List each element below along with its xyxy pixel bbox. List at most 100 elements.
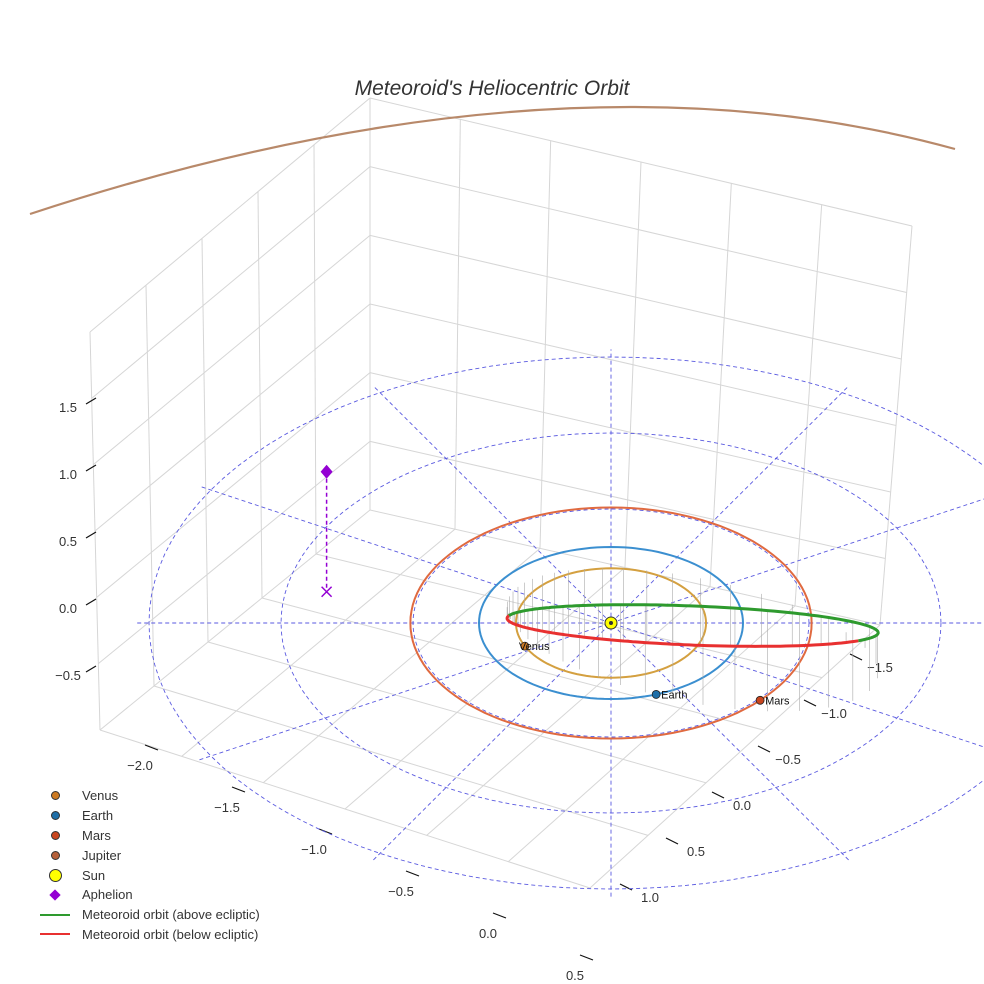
z-tick-mark bbox=[85, 397, 97, 405]
legend-marker bbox=[40, 913, 70, 916]
earth-orbit bbox=[477, 545, 745, 701]
x-tick-label: −1.5 bbox=[214, 800, 240, 815]
grid-line bbox=[94, 303, 371, 532]
y-tick-label: 1.0 bbox=[641, 890, 659, 905]
legend-item: Venus bbox=[38, 786, 260, 806]
meteoroid-orbit-above bbox=[507, 603, 880, 643]
legend-swatch bbox=[38, 850, 72, 860]
mars-label: Mars bbox=[765, 695, 790, 707]
x-tick-label: −0.5 bbox=[388, 884, 414, 899]
markers: Venus Earth Mars bbox=[320, 464, 790, 707]
legend-label: Mars bbox=[82, 827, 111, 843]
legend-item: Meteoroid orbit (below ecliptic) bbox=[38, 925, 260, 945]
grid-line bbox=[315, 553, 823, 679]
aphelion-projection-marker bbox=[321, 586, 333, 598]
y-tick-label: −1.5 bbox=[867, 660, 893, 675]
grid-line bbox=[589, 624, 881, 889]
planet-orbits bbox=[29, 105, 956, 740]
aphelion-marker bbox=[320, 464, 333, 479]
jupiter-orbit bbox=[29, 105, 956, 216]
grid-line bbox=[624, 161, 642, 568]
z-tick-label: 0.0 bbox=[59, 601, 77, 616]
x-tick-label: −2.0 bbox=[127, 758, 153, 773]
legend-item: Meteoroid orbit (above ecliptic) bbox=[38, 905, 260, 925]
grid-line bbox=[91, 166, 371, 399]
meteoroid-orbit-below bbox=[505, 614, 859, 648]
y-tick-label: −1.0 bbox=[821, 706, 847, 721]
y-tick-label: 0.0 bbox=[733, 798, 751, 813]
grid-line bbox=[96, 372, 371, 598]
legend-label: Aphelion bbox=[82, 887, 133, 903]
grid-line bbox=[794, 204, 823, 606]
legend-marker bbox=[50, 850, 60, 860]
meteoroid-orbit bbox=[505, 568, 880, 712]
earth-label: Earth bbox=[661, 689, 687, 701]
y-tick-mark bbox=[849, 653, 863, 661]
axis-ticks: −2.0 −1.5 −1.0 −0.5 0.0 0.5 −1.5 −1.0 −0.5 0.0 0.5… bbox=[55, 397, 893, 983]
grid-line bbox=[426, 586, 711, 836]
y-tick-mark bbox=[757, 745, 771, 753]
legend-swatch bbox=[38, 868, 72, 882]
grid-line bbox=[98, 440, 371, 665]
venus-orbit bbox=[514, 567, 708, 679]
mars-orbit bbox=[409, 506, 813, 740]
x-tick-mark bbox=[231, 786, 246, 793]
x-tick-label: 0.0 bbox=[479, 926, 497, 941]
z-tick-label: −0.5 bbox=[55, 668, 81, 683]
y-tick-mark bbox=[711, 791, 725, 799]
x-tick-label: −1.0 bbox=[301, 842, 327, 857]
y-tick-label: 0.5 bbox=[687, 844, 705, 859]
x-tick-mark bbox=[318, 828, 333, 835]
legend-swatch bbox=[38, 933, 72, 936]
legend-marker bbox=[49, 889, 61, 901]
z-tick-label: 0.5 bbox=[59, 534, 77, 549]
legend-item: Mars bbox=[38, 826, 260, 846]
legend-swatch bbox=[38, 913, 72, 916]
x-tick-mark bbox=[492, 912, 507, 919]
grid-line bbox=[181, 528, 456, 757]
chart-title: Meteoroid's Heliocentric Orbit bbox=[355, 77, 631, 100]
z-tick-label: 1.0 bbox=[59, 467, 77, 482]
x-tick-label: 0.5 bbox=[566, 968, 584, 983]
legend-swatch bbox=[38, 889, 72, 901]
z-tick-mark bbox=[85, 531, 97, 539]
grid-line bbox=[261, 597, 765, 731]
grid-line bbox=[153, 685, 649, 836]
y-tick-mark bbox=[803, 699, 817, 707]
venus-marker bbox=[520, 641, 530, 651]
z-tick-mark bbox=[85, 598, 97, 606]
legend-marker bbox=[50, 811, 60, 821]
earth-marker bbox=[651, 690, 661, 699]
z-tick-mark bbox=[85, 464, 97, 472]
x-tick-mark bbox=[579, 954, 594, 961]
y-tick-label: −0.5 bbox=[775, 752, 801, 767]
grid-line bbox=[207, 641, 707, 784]
sun-center bbox=[609, 621, 613, 625]
legend-label: Venus bbox=[82, 788, 119, 804]
legend-label: Jupiter bbox=[82, 847, 122, 863]
legend-item: Aphelion bbox=[38, 885, 260, 905]
legend-swatch bbox=[38, 791, 72, 801]
legend-label: Meteoroid orbit (below ecliptic) bbox=[82, 926, 259, 942]
reference-spoke bbox=[199, 498, 984, 761]
grid-line bbox=[89, 97, 371, 333]
legend-item: Earth bbox=[38, 806, 260, 826]
legend-marker bbox=[48, 868, 62, 882]
mars-marker bbox=[755, 695, 765, 705]
grid-line bbox=[454, 119, 461, 530]
reference-spoke bbox=[199, 485, 984, 748]
x-tick-mark bbox=[144, 744, 159, 751]
x-tick-mark bbox=[405, 870, 420, 877]
legend-marker bbox=[50, 830, 60, 840]
legend-swatch bbox=[38, 811, 72, 821]
z-tick-mark bbox=[85, 665, 97, 673]
legend-label: Sun bbox=[82, 867, 106, 883]
legend-label: Meteoroid orbit (above ecliptic) bbox=[82, 907, 260, 923]
legend-item: Jupiter bbox=[38, 845, 260, 865]
axes-grid bbox=[89, 97, 913, 889]
legend-marker bbox=[40, 933, 70, 936]
z-tick-label: 1.5 bbox=[59, 400, 77, 415]
legend-label: Earth bbox=[82, 808, 114, 824]
grid-line bbox=[709, 183, 732, 587]
